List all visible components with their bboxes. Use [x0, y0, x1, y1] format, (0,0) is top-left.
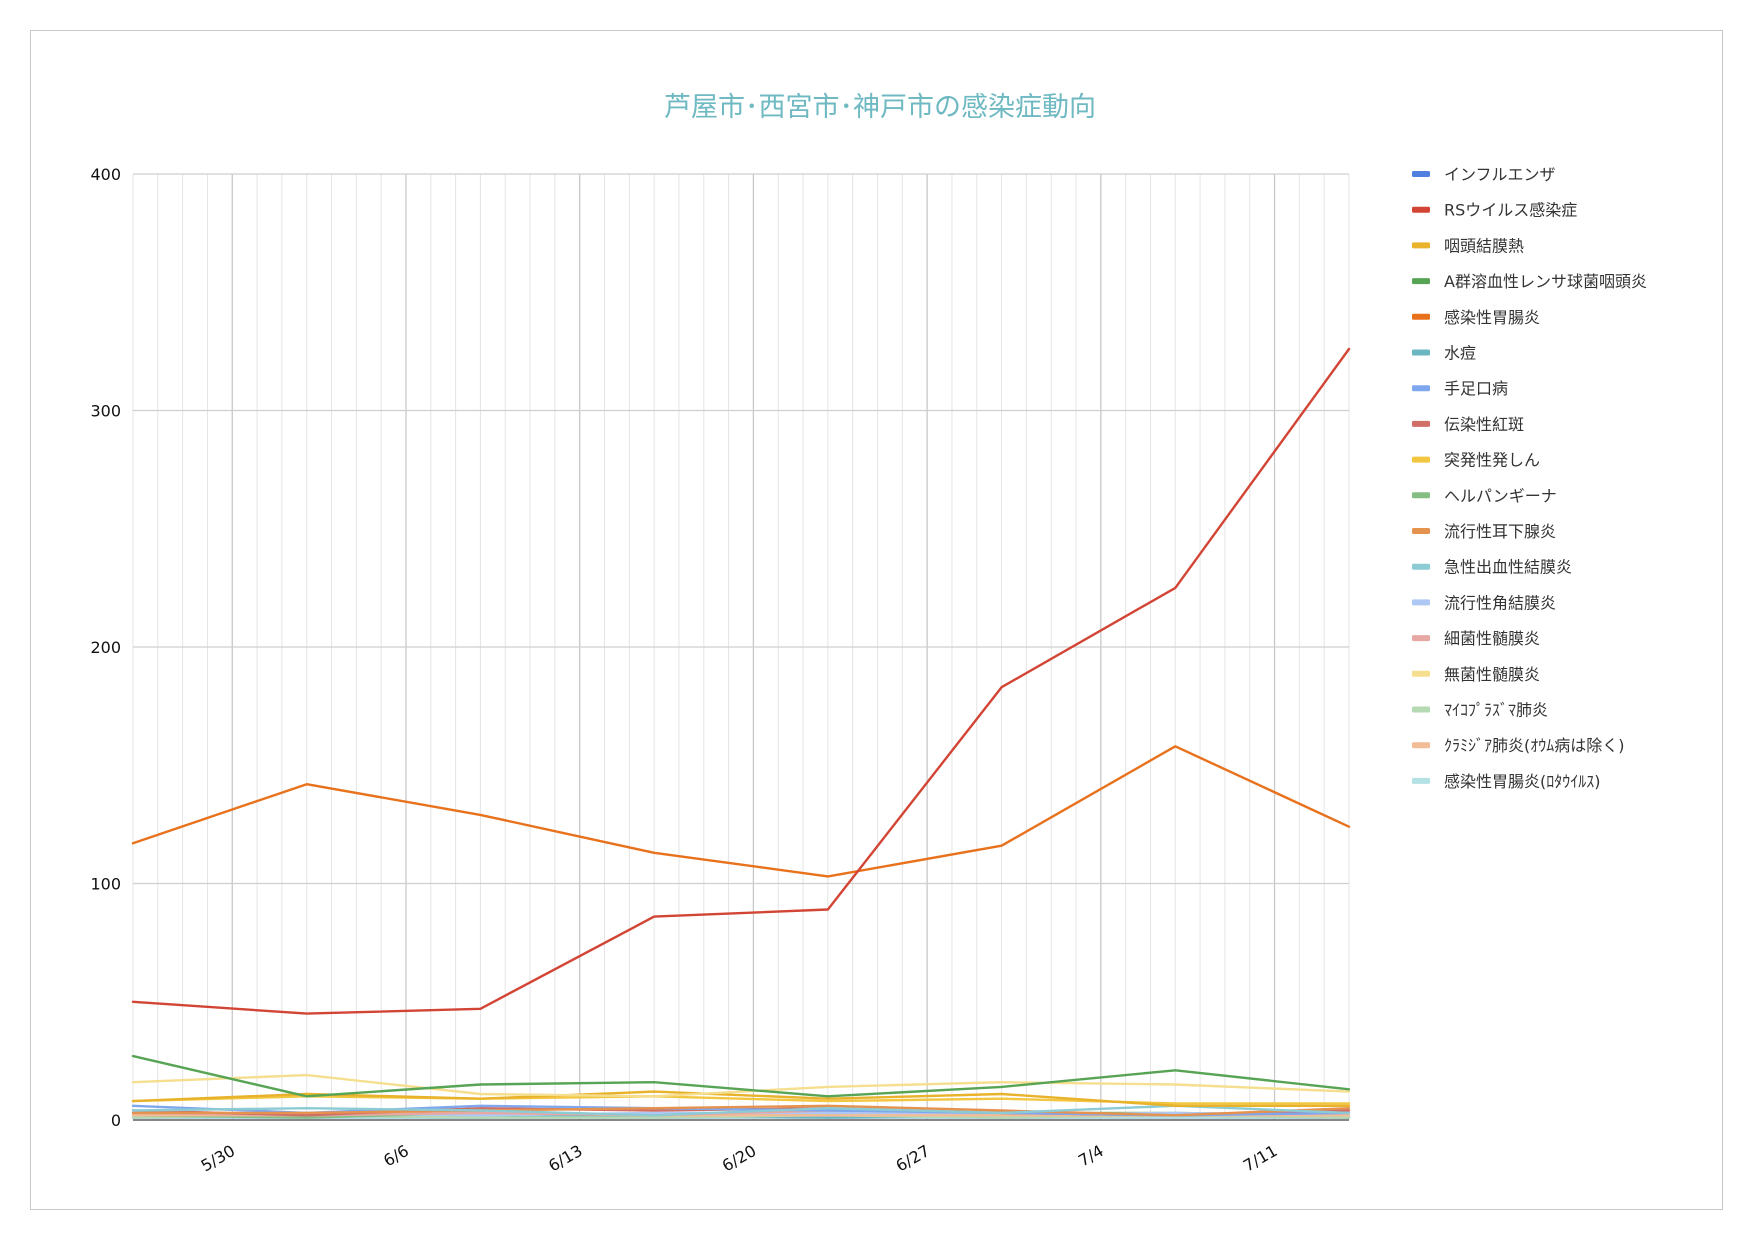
legend-swatch [1412, 171, 1430, 177]
x-axis-ticks: 5/30 6/6 6/13 6/20 6/27 7/4 7/11 [198, 1141, 1281, 1175]
series-line [131, 745, 1351, 878]
legend-label: 感染性胃腸炎(ﾛﾀｳｲﾙｽ) [1444, 772, 1601, 791]
legend-label: 流行性耳下腺炎 [1444, 522, 1556, 541]
x-tick-label: 6/6 [380, 1141, 412, 1170]
legend-swatch [1412, 706, 1430, 713]
legend-label: ヘルパンギーナ [1444, 486, 1557, 505]
series-line [131, 1073, 1351, 1098]
legend-swatch [1412, 278, 1430, 285]
legend-swatch [1412, 385, 1430, 392]
legend-label: A群溶血性レンサ球菌咽頭炎 [1444, 272, 1647, 291]
legend-swatch [1412, 206, 1430, 213]
legend-swatch [1412, 563, 1430, 570]
legend-swatch [1412, 456, 1430, 463]
legend-swatch [1412, 777, 1430, 784]
legend-swatch [1412, 420, 1430, 427]
legend-label: 伝染性紅斑 [1444, 415, 1524, 434]
x-tick-label: 7/11 [1240, 1141, 1281, 1175]
legend-swatch [1412, 313, 1430, 320]
series-line [131, 1054, 1351, 1098]
legend-label: ｸﾗﾐｼﾞｱ肺炎(ｵｳﾑ病は除く) [1444, 736, 1625, 755]
x-tick-label: 7/4 [1075, 1141, 1107, 1170]
series-line [131, 1104, 1351, 1117]
x-tick-label: 5/30 [198, 1141, 239, 1175]
legend-swatch [1412, 492, 1430, 499]
legend-label: ﾏｲｺﾌﾟﾗｽﾞﾏ肺炎 [1444, 701, 1548, 720]
legend-swatch [1412, 742, 1430, 749]
legend-label: RSウイルス感染症 [1444, 201, 1577, 220]
legend-label: 細菌性髄膜炎 [1444, 629, 1540, 648]
y-tick-label: 400 [90, 165, 121, 184]
x-tick-label: 6/27 [892, 1141, 933, 1175]
y-tick-label: 200 [90, 638, 121, 657]
legend-swatch [1412, 599, 1430, 606]
series-line [131, 1095, 1351, 1105]
x-tick-label: 6/20 [719, 1141, 760, 1175]
legend-swatch [1412, 242, 1430, 249]
y-axis-ticks: 0 100 200 300 400 [90, 165, 121, 1130]
legend-label: 流行性角結膜炎 [1444, 593, 1556, 612]
legend-swatch [1412, 349, 1430, 356]
legend-label: 感染性胃腸炎 [1444, 308, 1540, 327]
x-tick-label: 6/13 [545, 1141, 586, 1175]
y-tick-label: 100 [90, 875, 121, 894]
major-gridlines [133, 173, 1349, 1121]
legend-swatch [1412, 528, 1430, 534]
legend-label: 急性出血性結膜炎 [1444, 558, 1572, 577]
y-tick-label: 300 [90, 402, 121, 421]
legend-swatch [1412, 635, 1430, 642]
legend-label: インフルエンザ [1444, 165, 1556, 184]
series-line [131, 1104, 1351, 1117]
legend-label: 突発性発しん [1444, 451, 1540, 470]
legend-label: 手足口病 [1444, 379, 1508, 398]
legend-label: 無菌性髄膜炎 [1444, 665, 1540, 684]
chart-title: 芦屋市･西宮市･神戸市の感染症動向 [664, 92, 1096, 123]
series-line [131, 347, 1351, 1015]
legend-label: 咽頭結膜熱 [1444, 236, 1524, 255]
y-tick-label: 0 [111, 1111, 121, 1130]
series-lines [131, 347, 1351, 1119]
legend-label: 水痘 [1444, 344, 1476, 363]
legend-swatch [1412, 670, 1430, 677]
